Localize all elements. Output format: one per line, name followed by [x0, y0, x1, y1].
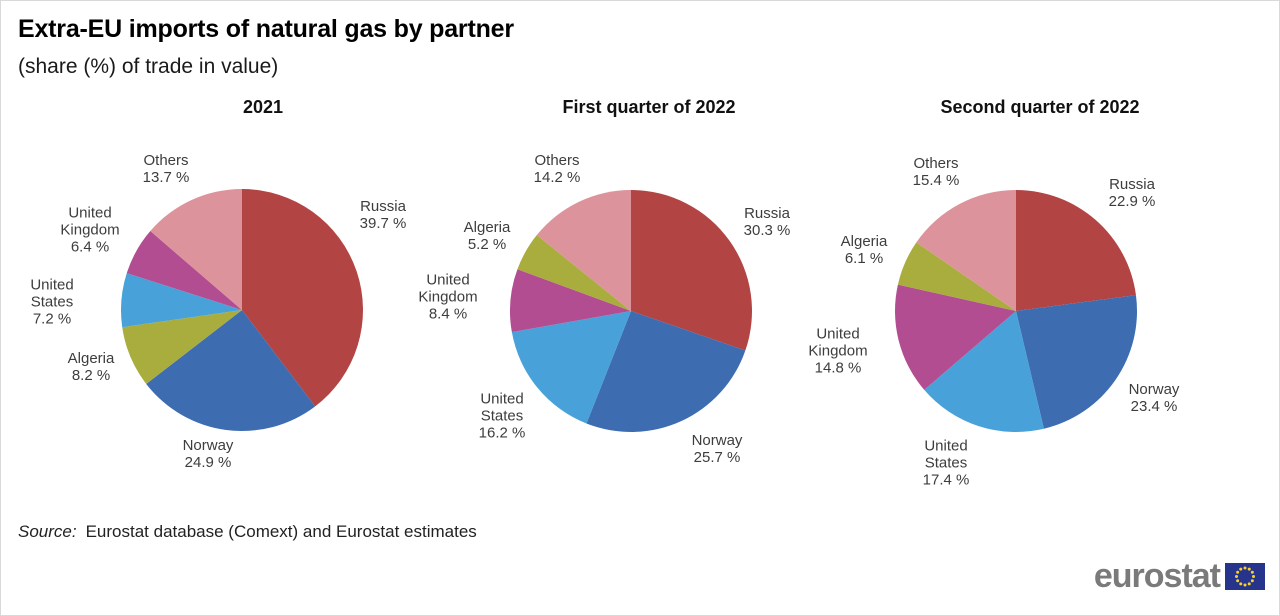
slice-label-value: 39.7 %	[359, 215, 407, 232]
pie-slice-algeria	[897, 242, 1016, 311]
slice-label-value: 30.3 %	[743, 222, 791, 239]
slice-label-value: 15.4 %	[912, 172, 960, 189]
pie-slice-norway	[586, 311, 746, 432]
slice-label-name: Algeria	[840, 233, 888, 250]
slice-label-name: Algeria	[463, 219, 511, 236]
slice-label-name: United States	[924, 437, 968, 472]
slice-label-value: 17.4 %	[922, 471, 970, 489]
slice-label-value: 6.1 %	[844, 250, 884, 267]
eu-flag-star	[1243, 583, 1247, 586]
chart-title-q2-2022: Second quarter of 2022	[940, 97, 1140, 117]
pie-slice-norway	[146, 310, 316, 431]
label-2021-norway: Norway 24.9 %	[183, 437, 234, 471]
eu-flag-star	[1235, 574, 1238, 578]
eu-flag-star	[1247, 581, 1251, 585]
slice-label-name: Others	[913, 155, 959, 172]
slice-label-name: Russia	[1109, 176, 1155, 193]
slice-label-name: Others	[534, 152, 580, 169]
slice-label-value: 22.9 %	[1108, 193, 1156, 210]
eu-flag-star	[1236, 570, 1240, 574]
slice-label-name: Norway	[182, 437, 234, 454]
pie-chart-q2-2022	[894, 190, 1138, 432]
label-q1-russia: Russia 30.3 %	[744, 205, 791, 239]
label-q1-others: Others 14.2 %	[534, 152, 581, 186]
eu-flag-star	[1236, 578, 1240, 582]
chart-title-2021: 2021	[242, 97, 284, 117]
slice-label-value: 16.2 %	[478, 424, 526, 442]
slice-label-name: Others	[143, 152, 189, 169]
chart-title-q1-2022: First quarter of 2022	[562, 97, 736, 117]
slice-label-value: 6.4 %	[70, 238, 110, 256]
eu-flag-star	[1239, 581, 1243, 585]
slice-label-value: 24.9 %	[184, 454, 232, 471]
slice-label-value: 8.2 %	[71, 367, 111, 384]
label-q1-norway: Norway 25.7 %	[692, 432, 743, 466]
slice-label-value: 13.7 %	[142, 169, 190, 186]
pie-slice-norway	[1016, 295, 1138, 429]
eu-flag-star	[1250, 570, 1254, 574]
slice-label-name: Russia	[744, 205, 790, 222]
label-2021-others: Others 13.7 %	[143, 152, 190, 186]
label-q1-algeria: Algeria 5.2 %	[464, 219, 511, 253]
slice-label-name: Russia	[360, 198, 406, 215]
pie-slice-united-states	[121, 273, 242, 328]
eu-flag-star	[1239, 567, 1243, 571]
eurostat-logo: eurostat	[1094, 559, 1265, 593]
eu-flag-star	[1243, 566, 1247, 569]
pie-chart-q1-2022	[510, 190, 752, 432]
slice-label-value: 7.2 %	[32, 310, 72, 328]
eu-flag-star	[1247, 567, 1251, 571]
slice-label-value: 25.7 %	[693, 449, 741, 466]
eurostat-logo-text: eurostat	[1093, 557, 1221, 595]
slice-label-name: United Kingdom	[808, 325, 868, 360]
pie-slice-others	[150, 189, 242, 310]
label-q2-united-kingdom: United Kingdom 14.8 %	[804, 326, 872, 377]
pie-slice-others	[536, 190, 631, 311]
pie-slice-russia	[242, 189, 363, 407]
pie-slice-russia	[631, 190, 752, 351]
slice-label-name: United Kingdom	[418, 271, 478, 306]
source-note: Source: Eurostat database (Comext) and Eu…	[18, 522, 477, 542]
slice-label-name: Algeria	[67, 350, 115, 367]
label-2021-russia: Russia 39.7 %	[360, 198, 407, 232]
source-label: Source:	[18, 522, 77, 541]
pie-slice-algeria	[517, 235, 631, 311]
figure-title: Extra-EU imports of natural gas by partn…	[18, 15, 514, 43]
label-2021-united-kingdom: United Kingdom 6.4 %	[56, 205, 124, 256]
label-q1-united-states: United States 16.2 %	[468, 391, 536, 442]
slice-label-name: Norway	[691, 432, 743, 449]
pie-slice-united-states	[511, 311, 631, 424]
slice-label-name: Norway	[1128, 381, 1180, 398]
slice-label-name: United Kingdom	[60, 204, 120, 239]
label-q1-united-kingdom: United Kingdom 8.4 %	[414, 272, 482, 323]
pie-slice-others	[916, 190, 1016, 311]
pie-slice-united-states	[924, 311, 1044, 432]
source-text: Eurostat database (Comext) and Eurostat …	[85, 522, 477, 541]
label-q2-russia: Russia 22.9 %	[1109, 176, 1156, 210]
slice-label-value: 14.2 %	[533, 169, 581, 186]
pie-slice-united-kingdom	[510, 269, 631, 333]
pie-chart-2021	[121, 189, 363, 431]
figure-subtitle: (share (%) of trade in value)	[18, 55, 279, 78]
label-q2-others: Others 15.4 %	[913, 155, 960, 189]
eu-flag-icon	[1225, 562, 1265, 590]
slice-label-value: 8.4 %	[428, 305, 468, 323]
eu-flag-star	[1252, 574, 1255, 578]
label-q2-norway: Norway 23.4 %	[1129, 381, 1180, 415]
label-q2-algeria: Algeria 6.1 %	[841, 233, 888, 267]
pie-slice-algeria	[122, 310, 242, 384]
label-q2-united-states: United States 17.4 %	[912, 438, 980, 489]
label-2021-united-states: United States 7.2 %	[18, 277, 86, 328]
slice-label-value: 14.8 %	[814, 359, 862, 377]
pie-slice-united-kingdom	[894, 284, 1016, 390]
eu-flag-star	[1250, 578, 1254, 582]
label-2021-algeria: Algeria 8.2 %	[68, 350, 115, 384]
slice-label-name: United States	[30, 276, 74, 311]
pie-slice-russia	[1016, 190, 1136, 311]
slice-label-name: United States	[480, 390, 524, 425]
pie-slice-united-kingdom	[126, 231, 242, 310]
slice-label-value: 23.4 %	[1130, 398, 1178, 415]
slice-label-value: 5.2 %	[467, 236, 507, 253]
